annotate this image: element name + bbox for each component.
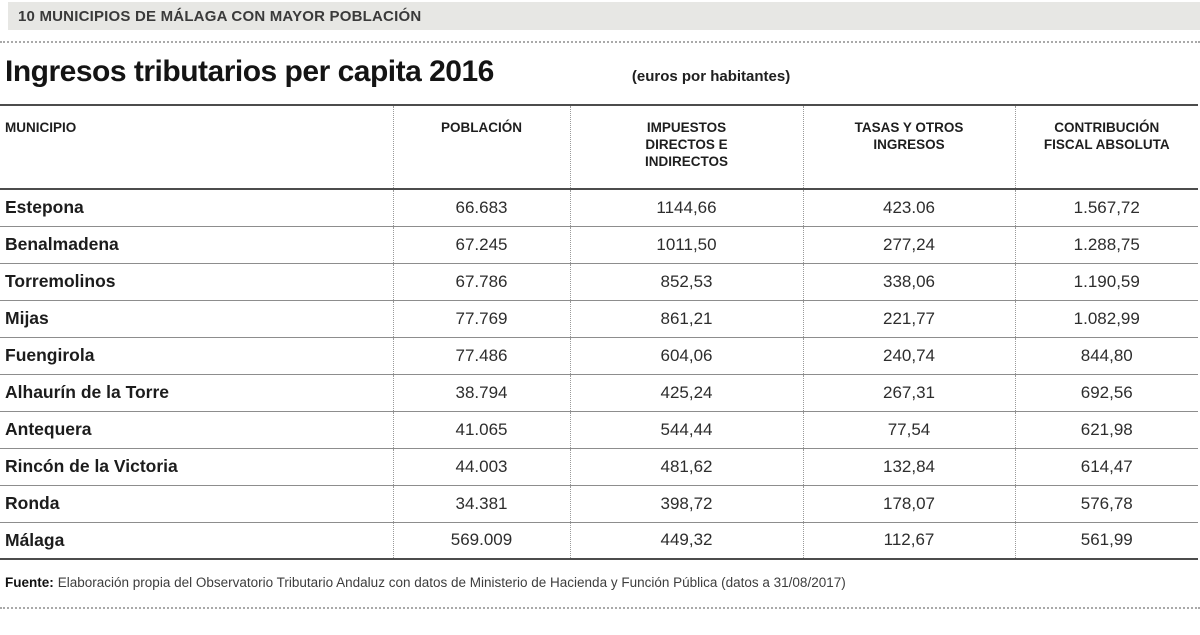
value-cell: 77.486 <box>392 336 570 374</box>
source-line: Fuente: Elaboración propia del Observator… <box>5 575 1200 590</box>
value-cell: 221,77 <box>802 299 1015 337</box>
value-cell: 34.381 <box>392 484 570 522</box>
value-cell: 67.245 <box>392 225 570 263</box>
value-cell: 1.190,59 <box>1014 262 1198 300</box>
value-cell: 449,32 <box>569 521 803 559</box>
value-cell: 425,24 <box>569 373 803 411</box>
column-header-poblacion: POBLACIÓN <box>392 105 570 190</box>
table-body: Estepona 66.683 1144,66 423.06 1.567,72 Benal… <box>0 188 1198 559</box>
value-cell: 277,24 <box>802 225 1015 263</box>
column-header-label: TASAS Y OTROS INGRESOS <box>854 120 964 152</box>
table-row: Rincón de la Victoria 44.003 481,62 132,84 6… <box>0 447 1198 485</box>
column-header-municipio: MUNICIPIO <box>0 105 393 190</box>
value-cell: 44.003 <box>392 447 570 485</box>
table-row: Fuengirola 77.486 604,06 240,74 844,80 <box>0 336 1198 374</box>
table-row: Estepona 66.683 1144,66 423.06 1.567,72 <box>0 188 1198 226</box>
column-header-impuestos: IMPUESTOS DIRECTOS E INDIRECTOS <box>569 105 803 190</box>
municipality-cell: Antequera <box>0 410 393 448</box>
municipality-cell: Alhaurín de la Torre <box>0 373 393 411</box>
value-cell: 338,06 <box>802 262 1015 300</box>
value-cell: 67.786 <box>392 262 570 300</box>
column-header-contribucion: CONTRIBUCIÓN FISCAL ABSOLUTA <box>1014 105 1198 190</box>
value-cell: 614,47 <box>1014 447 1198 485</box>
value-cell: 398,72 <box>569 484 803 522</box>
page-subtitle: (euros por habitantes) <box>631 68 791 85</box>
value-cell: 544,44 <box>569 410 803 448</box>
source-label: Fuente: <box>5 575 54 590</box>
data-table: MUNICIPIO POBLACIÓN IMPUESTOS DIRECTOS E… <box>0 104 1198 560</box>
kicker-text: 10 MUNICIPIOS DE MÁLAGA CON MAYOR POBLAC… <box>18 7 422 25</box>
table-header: MUNICIPIO POBLACIÓN IMPUESTOS DIRECTOS E… <box>0 105 1198 190</box>
column-header-label: CONTRIBUCIÓN FISCAL ABSOLUTA <box>1043 120 1170 152</box>
value-cell: 621,98 <box>1014 410 1198 448</box>
value-cell: 132,84 <box>802 447 1015 485</box>
value-cell: 481,62 <box>569 447 803 485</box>
column-header-label: MUNICIPIO <box>5 120 77 135</box>
table-row: Mijas 77.769 861,21 221,77 1.082,99 <box>0 299 1198 337</box>
column-header-label: POBLACIÓN <box>441 120 522 135</box>
kicker-bar: 10 MUNICIPIOS DE MÁLAGA CON MAYOR POBLAC… <box>8 2 1200 30</box>
value-cell: 77.769 <box>392 299 570 337</box>
municipality-cell: Fuengirola <box>0 336 393 374</box>
value-cell: 861,21 <box>569 299 803 337</box>
value-cell: 569.009 <box>392 521 570 559</box>
title-row: Ingresos tributarios per capita 2016 (eu… <box>5 56 1200 88</box>
value-cell: 178,07 <box>802 484 1015 522</box>
column-header-tasas: TASAS Y OTROS INGRESOS <box>802 105 1015 190</box>
value-cell: 112,67 <box>802 521 1015 559</box>
value-cell: 844,80 <box>1014 336 1198 374</box>
value-cell: 1.082,99 <box>1014 299 1198 337</box>
municipality-cell: Benalmadena <box>0 225 393 263</box>
value-cell: 1144,66 <box>569 188 803 226</box>
value-cell: 423.06 <box>802 188 1015 226</box>
value-cell: 1011,50 <box>569 225 803 263</box>
table-row: Málaga 569.009 449,32 112,67 561,99 <box>0 521 1198 559</box>
municipality-cell: Rincón de la Victoria <box>0 447 393 485</box>
value-cell: 561,99 <box>1014 521 1198 559</box>
value-cell: 852,53 <box>569 262 803 300</box>
value-cell: 576,78 <box>1014 484 1198 522</box>
value-cell: 66.683 <box>392 188 570 226</box>
bottom-dotted-divider <box>0 607 1200 609</box>
municipality-cell: Ronda <box>0 484 393 522</box>
value-cell: 1.567,72 <box>1014 188 1198 226</box>
value-cell: 41.065 <box>392 410 570 448</box>
value-cell: 604,06 <box>569 336 803 374</box>
page-title: Ingresos tributarios per capita 2016 <box>5 55 494 88</box>
header-row: MUNICIPIO POBLACIÓN IMPUESTOS DIRECTOS E… <box>0 105 1198 190</box>
value-cell: 38.794 <box>392 373 570 411</box>
municipality-cell: Málaga <box>0 521 393 559</box>
municipality-cell: Estepona <box>0 188 393 226</box>
table-row: Ronda 34.381 398,72 178,07 576,78 <box>0 484 1198 522</box>
value-cell: 1.288,75 <box>1014 225 1198 263</box>
source-text: Elaboración propia del Observatorio Trib… <box>57 575 846 590</box>
value-cell: 692,56 <box>1014 373 1198 411</box>
table-row: Torremolinos 67.786 852,53 338,06 1.190,59 <box>0 262 1198 300</box>
value-cell: 267,31 <box>802 373 1015 411</box>
value-cell: 77,54 <box>802 410 1015 448</box>
table-row: Alhaurín de la Torre 38.794 425,24 267,31 69… <box>0 373 1198 411</box>
column-header-label: IMPUESTOS DIRECTOS E INDIRECTOS <box>644 120 728 169</box>
value-cell: 240,74 <box>802 336 1015 374</box>
table-row: Antequera 41.065 544,44 77,54 621,98 <box>0 410 1198 448</box>
table-row: Benalmadena 67.245 1011,50 277,24 1.288,75 <box>0 225 1198 263</box>
top-dotted-divider <box>0 41 1200 43</box>
municipality-cell: Torremolinos <box>0 262 393 300</box>
municipality-cell: Mijas <box>0 299 393 337</box>
